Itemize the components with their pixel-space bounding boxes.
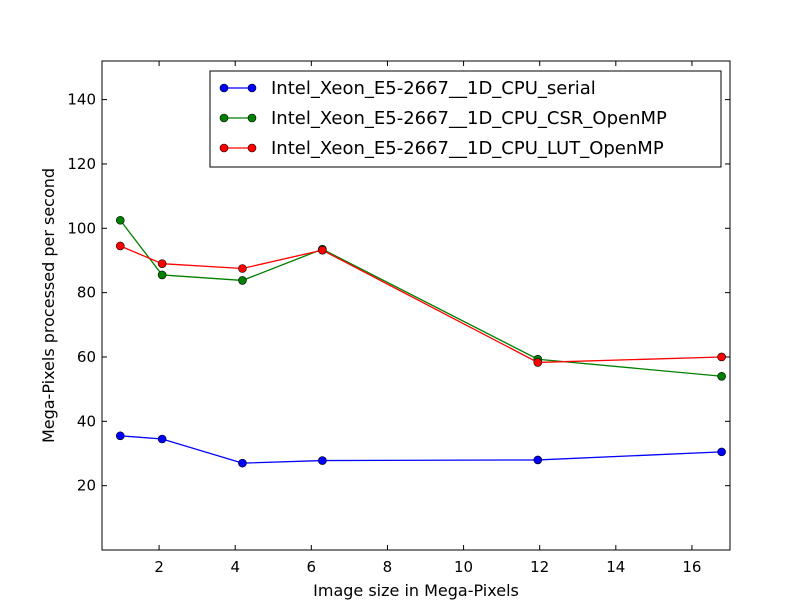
series-line <box>119 219 722 377</box>
x-tick-label: 2 <box>154 558 164 576</box>
x-tick-label: 10 <box>454 558 473 576</box>
x-tick-label: 12 <box>530 558 549 576</box>
data-point <box>717 371 726 381</box>
legend-label: Intel_Xeon_E5-2667__1D_CPU_serial <box>271 78 596 99</box>
series-line <box>120 435 722 464</box>
data-point <box>157 434 167 444</box>
data-point <box>157 270 167 280</box>
series-layer <box>115 215 726 468</box>
data-point <box>238 264 247 273</box>
x-tick-label: 6 <box>307 558 317 576</box>
y-tick-label: 120 <box>67 155 96 173</box>
data-point <box>318 456 327 465</box>
plot-area-frame <box>101 60 731 551</box>
x-tick-label: 8 <box>383 558 393 576</box>
legend-marker <box>247 83 257 93</box>
y-tick-label: 40 <box>77 412 96 430</box>
data-point <box>717 352 726 362</box>
data-point <box>115 215 125 225</box>
series-line <box>120 245 722 364</box>
y-tick-label: 60 <box>77 348 96 366</box>
legend-marker <box>247 143 257 153</box>
data-point <box>115 431 125 441</box>
data-point <box>238 458 247 468</box>
legend-label: Intel_Xeon_E5-2667__1D_CPU_LUT_OpenMP <box>271 138 664 159</box>
x-tick-label: 4 <box>230 558 240 576</box>
y-tick-label: 140 <box>67 91 96 109</box>
legend-frame <box>209 70 722 168</box>
y-tick-label: 20 <box>77 477 96 495</box>
legend-label: Intel_Xeon_E5-2667__1D_CPU_CSR_OpenMP <box>271 108 667 129</box>
x-tick-label: 16 <box>682 558 701 576</box>
y-tick-label: 80 <box>77 284 96 302</box>
data-point <box>533 358 543 367</box>
legend: Intel_Xeon_E5-2667__1D_CPU_serial Intel_X… <box>209 70 722 168</box>
data-point <box>238 276 247 285</box>
data-point <box>157 259 167 268</box>
axis-ticks: 2 4 6 8 10 12 14 16 20 40 60 80 100 120 140 <box>67 61 730 576</box>
data-point <box>717 447 726 457</box>
x-axis-label: Image size in Mega-Pixels <box>313 581 519 600</box>
legend-marker <box>219 143 229 153</box>
legend-marker <box>219 113 229 123</box>
x-tick-label: 14 <box>606 558 625 576</box>
data-point <box>115 241 125 251</box>
y-tick-label: 100 <box>67 219 96 237</box>
y-axis-label: Mega-Pixels processed per second <box>39 168 58 443</box>
data-point <box>533 455 543 465</box>
legend-marker <box>247 113 257 123</box>
data-point <box>318 245 327 255</box>
legend-marker <box>219 83 229 93</box>
